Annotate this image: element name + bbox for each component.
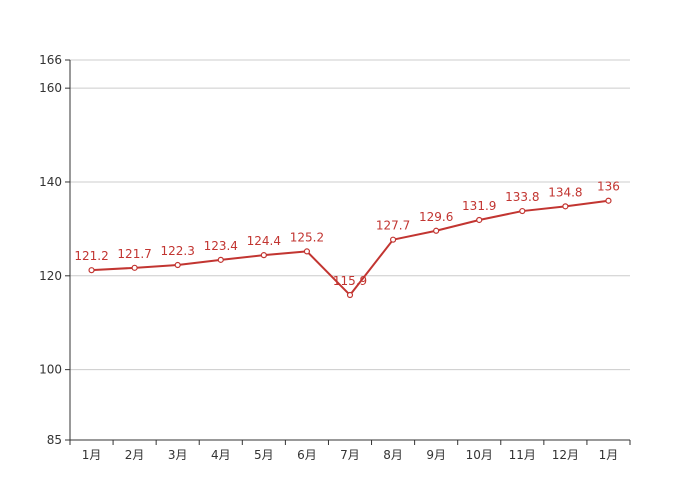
x-tick-label: 4月 [211, 448, 231, 462]
x-tick-label: 2月 [125, 448, 145, 462]
data-label: 129.6 [419, 210, 453, 224]
data-label: 125.2 [290, 230, 324, 244]
data-point [605, 197, 612, 204]
x-tick-label: 5月 [254, 448, 274, 462]
x-tick-label: 3月 [168, 448, 188, 462]
data-point [303, 248, 311, 255]
x-tick-label: 10月 [466, 448, 493, 462]
data-label: 136 [597, 180, 620, 194]
data-label: 115.9 [333, 274, 367, 288]
data-point [260, 252, 267, 259]
data-point [131, 264, 138, 271]
y-tick-label: 120 [39, 269, 62, 283]
y-tick-label: 85 [47, 433, 62, 447]
data-label: 121.2 [74, 249, 108, 263]
y-tick-label: 140 [39, 175, 62, 189]
data-label: 123.4 [204, 239, 238, 253]
data-point [476, 216, 483, 224]
grid-layer [70, 59, 630, 371]
data-label: 134.8 [548, 185, 582, 199]
data-point [433, 227, 440, 234]
data-label: 121.7 [117, 247, 151, 261]
x-tick-label: 1月 [82, 448, 102, 462]
data-point [174, 261, 181, 269]
x-tick-label: 6月 [297, 448, 317, 462]
data-label: 122.3 [161, 244, 195, 258]
data-point [88, 267, 95, 274]
x-tick-label: 1月 [599, 448, 619, 462]
x-tick-label: 11月 [509, 448, 536, 462]
y-tick-label: 100 [39, 363, 62, 377]
data-label: 133.8 [505, 190, 539, 204]
data-point [562, 203, 569, 210]
data-label-layer: 121.2 121.7 122.3 123.4 124.4 125.2 115.9 127.7… [74, 180, 620, 288]
data-point [217, 256, 224, 263]
y-tick-label: 160 [39, 81, 62, 95]
data-point [389, 236, 397, 243]
x-tick-label: 8月 [383, 448, 403, 462]
x-tick-label: 9月 [426, 448, 446, 462]
axis-layer: 85 100 120 140 160 166 1月 2月 3月 4月 5月 6月 7月 8月 9月 10月 11… [39, 53, 631, 462]
y-tick-label: 166 [39, 53, 62, 67]
data-point [519, 207, 526, 215]
data-label: 127.7 [376, 219, 410, 233]
series-layer [88, 197, 612, 299]
x-tick-label: 12月 [552, 448, 579, 462]
x-tick-label: 7月 [340, 448, 360, 462]
data-point [346, 291, 354, 299]
data-label: 131.9 [462, 199, 496, 213]
data-label: 124.4 [247, 234, 281, 248]
